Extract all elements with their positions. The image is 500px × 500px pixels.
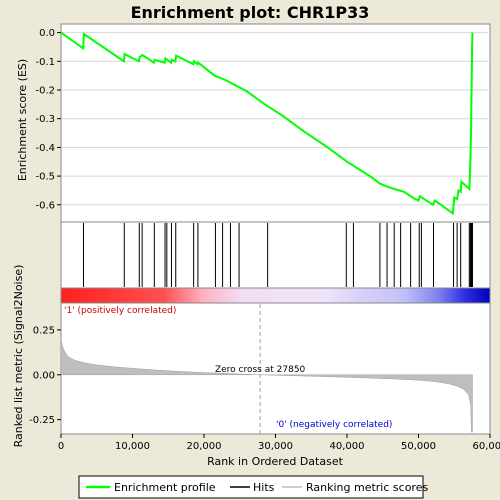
es-y-ticks: 0.0 -0.1 -0.2 -0.3 -0.4 -0.5 -0.6 [35,28,61,211]
hit-markers [83,223,473,287]
metric-y-tick-label: -0.25 [29,415,55,426]
ranking-metric-area [60,338,473,433]
es-y-tick-label: -0.4 [35,143,55,154]
es-y-tick-label: -0.3 [35,114,55,125]
legend-box [78,475,424,499]
es-y-tick-label: -0.1 [35,57,55,68]
es-y-tick-label: -0.2 [35,86,55,97]
metric-y-axis-label: Ranked list metric (Signal2Noise) [12,265,25,448]
x-tick-label: 40,000 [330,441,365,452]
es-gridlines [61,32,490,206]
metric-y-tick-label: 0.25 [33,325,55,336]
es-y-tick-label: 0.0 [39,28,55,39]
metric-y-ticks: 0.25 0.00 -0.25 [29,325,61,426]
metric-y-tick-label: 0.00 [33,370,55,381]
x-tick-label: 0 [58,441,64,452]
enrichment-profile-line [60,31,474,216]
legend: Enrichment profile Hits Ranking metric s… [78,475,428,499]
x-tick-label: 60,000 [473,441,500,452]
negative-correlation-label: '0' (negatively correlated) [276,420,392,430]
rank-color-bar [60,287,491,304]
es-y-tick-label: -0.6 [35,200,55,211]
chart-title: Enrichment plot: CHR1P33 [131,3,370,22]
zero-cross-annotation: Zero cross at 27850 [215,365,306,375]
positive-correlation-label: '1' (positively correlated) [64,306,176,316]
x-tick-label: 20,000 [187,441,222,452]
x-axis-ticks: 0 10,000 20,000 30,000 40,000 50,000 60,000 [58,434,500,452]
es-y-axis-label: Enrichment score (ES) [16,59,29,181]
x-tick-label: 10,000 [115,441,150,452]
legend-metric-label: Ranking metric scores [306,481,428,494]
legend-hits-label: Hits [253,481,275,494]
x-tick-label: 30,000 [258,441,293,452]
legend-profile-label: Enrichment profile [114,481,216,494]
es-y-tick-label: -0.5 [35,172,55,183]
hits-panel [60,221,491,289]
x-axis-label: Rank in Ordered Dataset [207,455,344,468]
x-tick-label: 50,000 [401,441,436,452]
